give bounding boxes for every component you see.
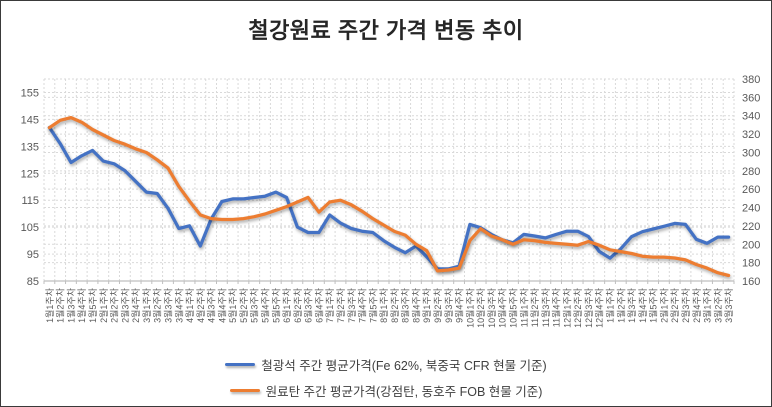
x-axis-label: 12월2주차	[572, 287, 583, 328]
x-axis-label: 3월1주차	[141, 287, 152, 323]
right-axis-label: 160	[742, 276, 760, 288]
right-axis-label: 280	[742, 166, 760, 178]
x-axis-label: 6월1주차	[281, 287, 292, 323]
x-axis-label: 3월2주차	[152, 287, 163, 323]
series-line-iron-ore[interactable]	[47, 125, 731, 271]
x-axis-label: 10월3주차	[486, 287, 497, 328]
left-axis-label: 85	[27, 276, 39, 288]
x-axis-label: 9월1주차	[421, 287, 432, 323]
series-line-coking-coal[interactable]	[47, 115, 731, 278]
x-axis-label: 5월5주차	[270, 287, 281, 323]
right-axis-label: 340	[742, 111, 760, 123]
legend-item-coking-coal[interactable]: 원료탄 주간 평균가격(강점탄, 동호주 FOB 현물 기준)	[229, 381, 543, 400]
chart-title: 철강원료 주간 가격 변동 추이	[248, 18, 524, 43]
x-axis-label: 1월3주차	[626, 287, 637, 323]
x-axis-label: 7월4주차	[357, 287, 368, 323]
x-axis-label: 8월3주차	[400, 287, 411, 323]
x-axis-label: 7월2주차	[335, 287, 346, 323]
x-axis-label: 12월3주차	[583, 287, 594, 328]
right-axis-label: 200	[742, 239, 760, 251]
x-axis-label: 5월3주차	[249, 287, 260, 323]
x-axis-label: 1월2주차	[55, 287, 66, 323]
x-axis-label: 11월3주차	[540, 287, 551, 327]
x-axis-label: 11월2주차	[529, 287, 540, 327]
x-axis-label: 1월2주차	[615, 287, 626, 323]
x-axis-label: 2월3주차	[119, 287, 130, 323]
left-axis-label: 135	[21, 141, 39, 153]
right-axis-label: 300	[742, 148, 760, 160]
x-axis-label: 11월4주차	[551, 287, 562, 327]
right-axis-label: 320	[742, 129, 760, 141]
left-axis-label: 95	[27, 249, 39, 261]
x-axis-label: 1월1주차	[44, 287, 55, 323]
iron-ore-line-swatch	[225, 362, 256, 367]
x-axis-label: 10월4주차	[497, 287, 508, 328]
x-axis-label: 3월4주차	[173, 287, 184, 323]
x-axis-label: 10월1주차	[464, 287, 475, 328]
x-axis-label: 1월5주차	[648, 287, 659, 323]
x-axis-label: 2월3주차	[680, 287, 691, 323]
x-axis-label: 2월1주차	[658, 287, 669, 323]
x-axis-label: 1월3주차	[66, 287, 77, 323]
left-axis-label: 155	[21, 88, 39, 100]
right-axis-label: 380	[742, 74, 760, 86]
x-axis-label: 12월1주차	[561, 287, 572, 328]
x-axis-label: 9월2주차	[432, 287, 443, 323]
x-axis-label: 7월1주차	[324, 287, 335, 323]
x-axis-label: 2월4주차	[691, 287, 702, 323]
x-axis-label: 8월2주차	[389, 287, 400, 323]
x-axis-label: 10월5주차	[508, 287, 519, 328]
x-axis-label: 9월4주차	[454, 287, 465, 323]
x-axis-label: 2월4주차	[130, 287, 141, 323]
x-axis-label: 4월1주차	[184, 287, 195, 323]
x-axis-label: 6월4주차	[313, 287, 324, 323]
right-axis-label: 360	[742, 92, 760, 104]
x-axis-label: 3월3주차	[163, 287, 174, 323]
x-axis-label: 8월4주차	[411, 287, 422, 323]
x-axis-label: 8월1주차	[378, 287, 389, 323]
x-axis-label: 10월2주차	[475, 287, 486, 328]
x-axis-label: 4월3주차	[206, 287, 217, 323]
x-axis-label: 5월1주차	[227, 287, 238, 323]
x-axis-label: 6월3주차	[303, 287, 314, 323]
x-axis-label: 9월3주차	[443, 287, 454, 323]
x-axis-label: 6월2주차	[292, 287, 303, 323]
legend-item-iron-ore[interactable]: 철광석 주간 평균가격(Fe 62%, 북중국 CFR 현물 기준)	[225, 355, 547, 374]
x-axis-label: 3월3주차	[723, 287, 734, 323]
x-axis-label: 5월2주차	[238, 287, 249, 323]
left-axis-label: 115	[21, 195, 39, 207]
x-axis-label: 2월2주차	[669, 287, 680, 323]
left-axis-label: 145	[21, 114, 39, 126]
x-axis-label: 1월1주차	[605, 287, 616, 323]
x-axis-label: 12월4주차	[594, 287, 605, 328]
x-axis-label: 1월4주차	[76, 287, 87, 323]
x-axis-label: 4월4주차	[216, 287, 227, 323]
left-axis-label: 105	[21, 222, 39, 234]
x-axis-label: 2월1주차	[98, 287, 109, 323]
chart-legend: 철광석 주간 평균가격(Fe 62%, 북중국 CFR 현물 기준) 원료탄 주…	[1, 355, 771, 400]
legend-label-iron-ore: 철광석 주간 평균가격(Fe 62%, 북중국 CFR 현물 기준)	[261, 359, 547, 373]
x-axis-label: 1월4주차	[637, 287, 648, 323]
x-axis-label: 4월2주차	[195, 287, 206, 323]
x-axis-label: 2월2주차	[109, 287, 120, 323]
right-axis-label: 180	[742, 258, 760, 270]
x-axis-label: 3월2주차	[712, 287, 723, 323]
x-axis-label: 7월3주차	[346, 287, 357, 323]
left-axis-label: 125	[21, 168, 39, 180]
x-axis-label: 11월1주차	[518, 287, 529, 327]
x-axis-label: 3월1주차	[702, 287, 713, 323]
coking-coal-line-swatch	[229, 388, 260, 393]
right-axis-label: 240	[742, 203, 760, 215]
right-axis-label: 260	[742, 184, 760, 196]
x-axis-label: 1월5주차	[87, 287, 98, 323]
right-axis-label: 220	[742, 221, 760, 233]
x-axis-label: 5월4주차	[260, 287, 271, 323]
legend-label-coking-coal: 원료탄 주간 평균가격(강점탄, 동호주 FOB 현물 기준)	[265, 385, 543, 399]
x-axis-label: 7월5주차	[367, 287, 378, 323]
